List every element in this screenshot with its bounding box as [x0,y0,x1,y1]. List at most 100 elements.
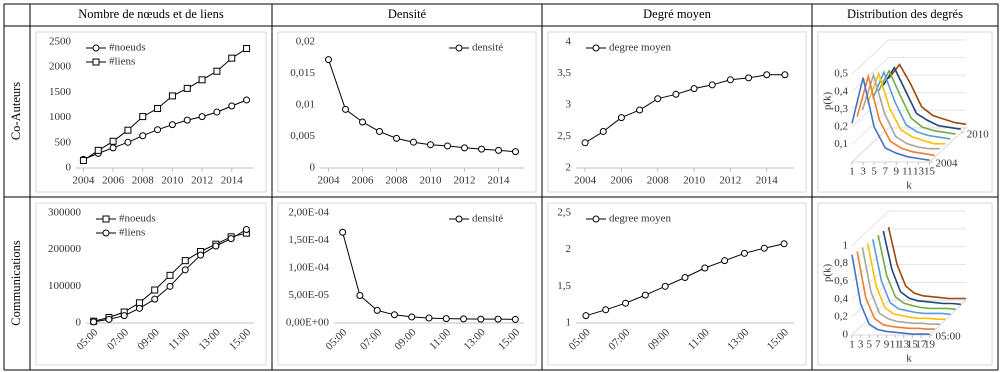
data-point [390,311,398,319]
series-line [328,59,516,153]
data-point [427,141,434,149]
data-point [636,106,644,114]
data-point [622,299,630,307]
y-tick-label: 0,00E+00 [286,317,330,329]
data-point [198,113,206,121]
x-tick-label: 07:00 [358,326,385,353]
legend-label: #noeuds [119,213,156,225]
y-tick-label: 0 [66,162,72,174]
x-tick-label: 2004 [72,175,95,187]
x-tick-label: 05:00 [323,326,350,353]
series-line [887,226,966,300]
y-tick-label: 4 [566,36,572,48]
chart-frame [277,202,537,366]
data-point [617,114,625,122]
data-point [181,257,189,265]
y-tick-label: 0,01 [296,99,315,111]
x-tick-label: 2012 [191,175,213,187]
x-tick-label: 7 [882,166,888,178]
y-tick-label: 0,8 [834,257,848,269]
z-tick-label: 2010 [967,128,990,140]
legend-marker [92,44,100,52]
legend-marker [102,215,110,223]
x-tick-label: 11:00 [686,326,712,352]
data-point [109,137,117,145]
grid-line [851,74,966,110]
x-tick-label: 1 [849,166,855,178]
x-tick-label: 11 [902,166,913,178]
series-line [866,71,946,145]
x-tick-label: 13:00 [197,326,224,353]
data-point [359,118,366,126]
data-point [183,84,191,92]
x-tick-label: 09:00 [392,326,419,353]
x-tick-label: 9 [894,166,900,178]
column-header: Nombre de nœuds et de liens [78,7,224,21]
series-line [83,99,247,160]
x-tick-label: 2006 [352,175,375,187]
data-point [495,146,502,154]
x-tick-label: 5 [871,166,877,178]
x-tick-label: 07:00 [105,326,132,353]
legend-label: degree moyen [609,213,671,225]
data-point [124,138,132,146]
y-tick-label: 0,005 [290,130,315,142]
data-point [228,54,236,62]
data-point [124,126,132,134]
data-point [661,282,669,290]
y-tick-label: 2 [566,162,572,174]
x-tick-label: 2010 [161,175,184,187]
data-point [213,108,221,116]
data-point [166,282,174,290]
data-point [183,116,191,124]
chart-frame [35,31,267,193]
x-tick-label: 2008 [647,175,670,187]
y-tick-label: 0,02 [296,36,315,48]
data-point [154,105,162,113]
series-line [584,74,785,144]
column-header: Distribution des degrés [847,7,963,21]
x-tick-label: 15 [907,339,919,351]
data-point [339,228,347,236]
chart-frame [817,31,993,193]
data-point [780,240,788,248]
legend-label: #liens [109,56,135,68]
y-tick-label: 0,4 [834,293,848,305]
data-point [512,148,519,156]
x-tick-label: 15:00 [227,326,254,353]
legend-marker [102,229,110,237]
x-tick-label: 11 [890,339,901,351]
x-tick-label: 2012 [454,175,476,187]
y-tick-label: 500 [55,136,72,148]
row-header: Communications [9,240,23,326]
data-point [442,315,450,323]
chart-frame [817,202,993,366]
x-tick-label: 19 [924,339,936,351]
y-tick-label: 2,5 [557,130,571,142]
data-point [325,56,332,64]
x-tick-label: 15 [924,166,936,178]
row-header: Co-Auteurs [9,82,23,140]
series-line [866,243,946,321]
x-tick-label: 2014 [756,175,779,187]
y-tick-label: 0,015 [290,67,315,79]
data-point [151,286,159,294]
data-point [105,315,113,323]
chart-frame [35,202,267,366]
data-point [444,142,451,150]
y-tick-label: 0,5 [834,68,848,80]
data-point [760,244,768,252]
x-tick-label: 11:00 [427,326,453,352]
data-point [602,306,610,314]
legend-marker [92,58,100,66]
y-tick-label: 1,50E-04 [288,234,329,246]
data-point [168,121,176,129]
chart-frame [547,202,807,366]
x-tick-label: 1 [849,339,855,351]
x-axis-title: k [906,180,912,192]
data-point [151,295,159,303]
series-line [877,235,956,311]
y-tick-label: 0,2 [834,311,848,323]
data-point [212,242,220,250]
